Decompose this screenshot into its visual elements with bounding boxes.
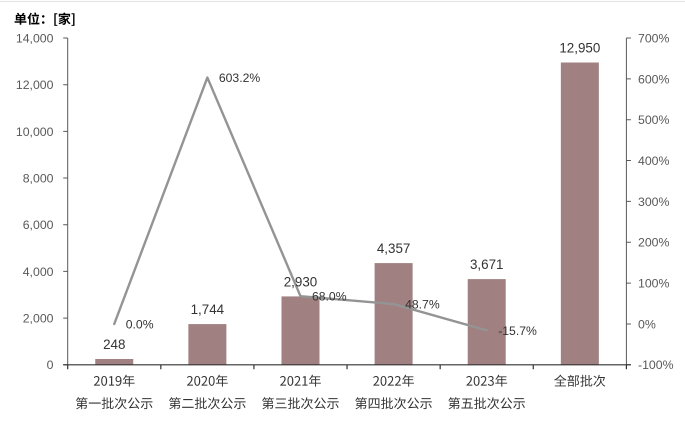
svg-text:14,000: 14,000 <box>16 31 54 45</box>
svg-text:8,000: 8,000 <box>23 171 54 185</box>
svg-text:300%: 300% <box>638 195 670 209</box>
svg-text:0: 0 <box>47 358 54 372</box>
svg-text:0.0%: 0.0% <box>126 317 154 331</box>
svg-text:1,744: 1,744 <box>191 302 225 317</box>
svg-text:6,000: 6,000 <box>23 218 54 232</box>
svg-text:100%: 100% <box>638 277 670 291</box>
svg-text:3,671: 3,671 <box>470 257 504 272</box>
svg-text:700%: 700% <box>638 31 670 45</box>
svg-text:4,000: 4,000 <box>23 265 54 279</box>
svg-text:-15.7%: -15.7% <box>498 324 537 338</box>
svg-text:500%: 500% <box>638 113 670 127</box>
svg-text:-100%: -100% <box>638 358 674 372</box>
svg-text:603.2%: 603.2% <box>219 71 260 85</box>
svg-text:10,000: 10,000 <box>16 125 54 139</box>
svg-text:200%: 200% <box>638 236 670 250</box>
svg-text:2,000: 2,000 <box>23 312 54 326</box>
svg-text:12,950: 12,950 <box>559 41 600 56</box>
svg-text:68.0%: 68.0% <box>312 290 347 304</box>
svg-text:600%: 600% <box>638 72 670 86</box>
svg-text:248: 248 <box>103 337 125 352</box>
svg-text:0%: 0% <box>638 317 656 331</box>
svg-text:4,357: 4,357 <box>377 241 411 256</box>
svg-text:48.7%: 48.7% <box>405 297 440 311</box>
svg-text:2,930: 2,930 <box>284 274 318 289</box>
svg-text:12,000: 12,000 <box>16 78 54 92</box>
svg-text:400%: 400% <box>638 154 670 168</box>
